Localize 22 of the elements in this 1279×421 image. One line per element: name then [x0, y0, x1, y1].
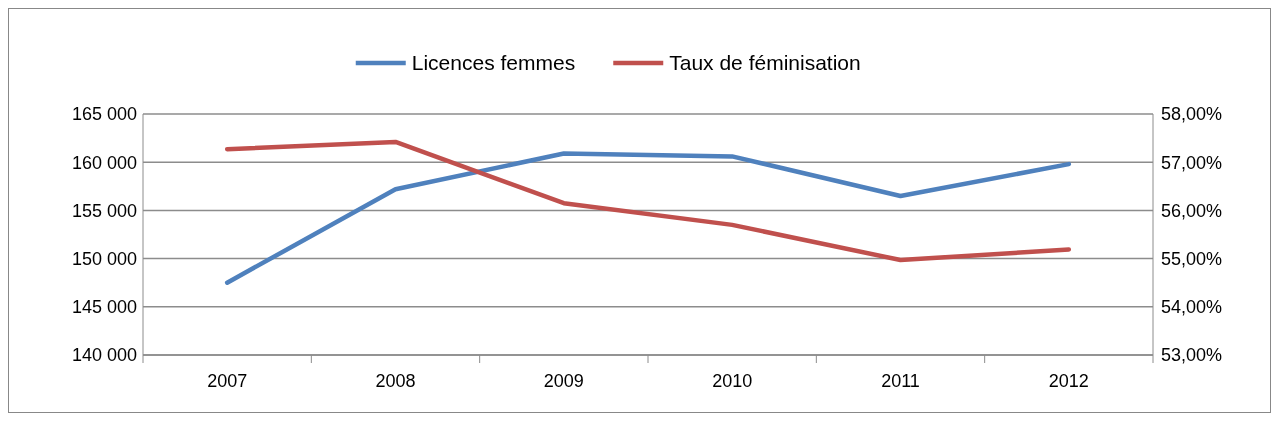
y2-tick-label: 56,00% [1161, 200, 1223, 221]
x-tick-label: 2009 [543, 371, 584, 391]
y-tick-label: 145 000 [71, 297, 137, 318]
y-tick-label: 160 000 [71, 152, 137, 173]
line-series [224, 151, 1072, 285]
line-series [224, 139, 1072, 263]
y-tick-label: 140 000 [71, 345, 137, 366]
legend-label: Taux de féminisation [669, 51, 861, 75]
y2-tick-label: 57,00% [1161, 152, 1223, 173]
y2-tick-label: 58,00% [1161, 104, 1223, 125]
y-tick-label: 155 000 [71, 200, 137, 221]
x-tick-label: 2012 [1048, 371, 1089, 391]
x-tick-label: 2008 [375, 371, 416, 391]
y2-tick-label: 53,00% [1161, 345, 1223, 366]
y2-tick-label: 54,00% [1161, 297, 1223, 318]
y-tick-label: 150 000 [71, 248, 137, 269]
x-tick-label: 2007 [207, 371, 248, 391]
x-tick-label: 2010 [712, 371, 753, 391]
y2-tick-label: 55,00% [1161, 248, 1223, 269]
x-tick-label: 2011 [881, 371, 920, 391]
y-tick-label: 165 000 [71, 104, 137, 125]
legend-label: Licences femmes [411, 51, 576, 75]
